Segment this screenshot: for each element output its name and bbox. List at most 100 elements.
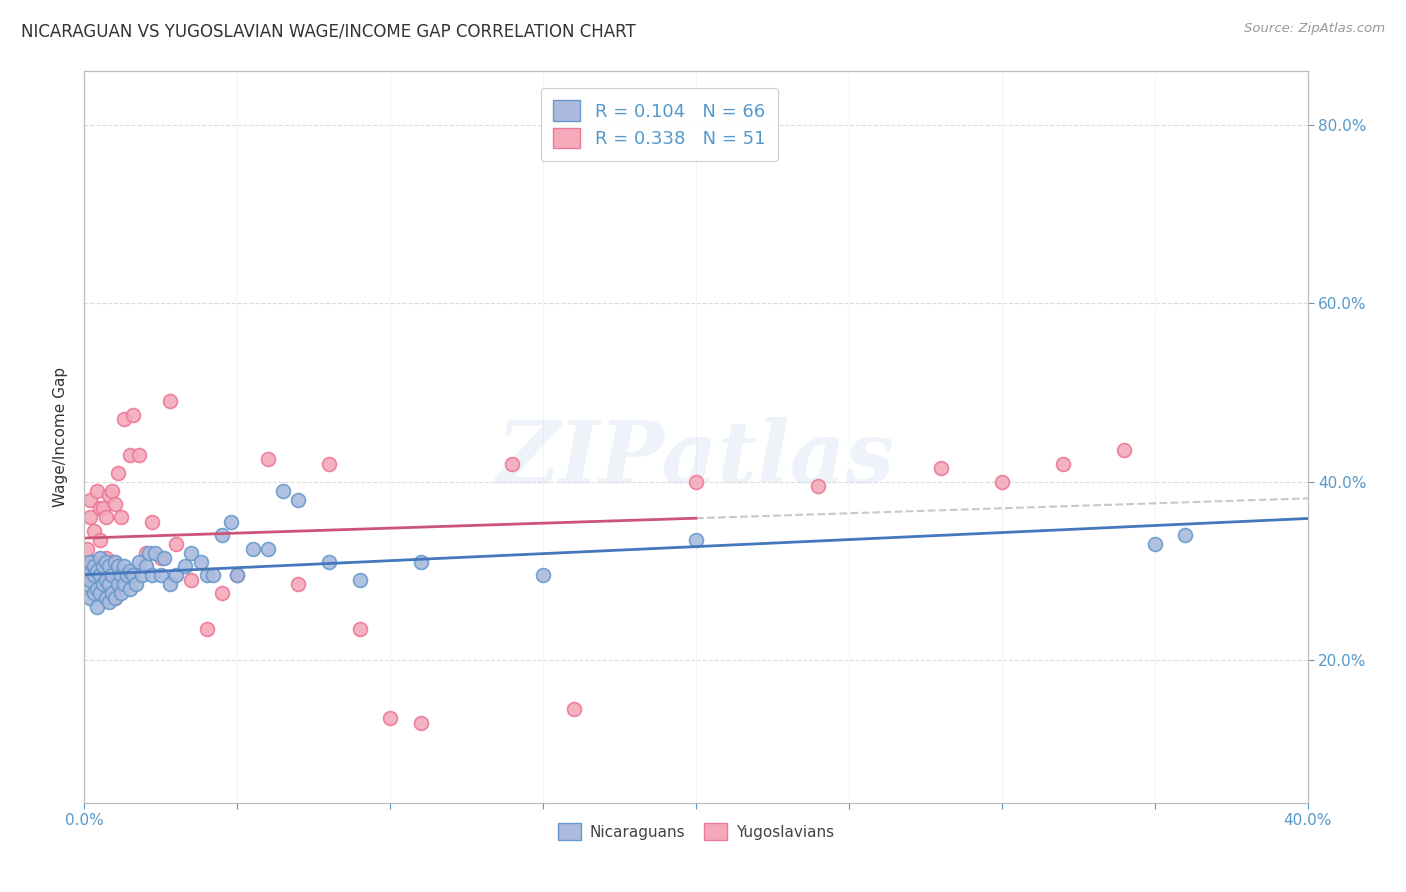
- Point: [128, 448, 150, 462]
- Text: Source: ZipAtlas.com: Source: ZipAtlas.com: [1244, 22, 1385, 36]
- Point: [115, 568, 138, 582]
- Point: [104, 555, 127, 569]
- Point: [562, 702, 585, 716]
- Point: [94, 591, 117, 605]
- Point: [120, 582, 142, 596]
- Point: [125, 577, 148, 591]
- Point: [97, 595, 120, 609]
- Point: [89, 568, 111, 582]
- Point: [101, 568, 124, 582]
- Point: [219, 515, 242, 529]
- Point: [138, 546, 160, 560]
- Point: [112, 577, 135, 591]
- Point: [97, 573, 120, 587]
- Point: [101, 555, 124, 569]
- Point: [83, 586, 105, 600]
- Point: [91, 573, 114, 587]
- Point: [83, 559, 105, 574]
- Y-axis label: Wage/Income Gap: Wage/Income Gap: [53, 367, 69, 508]
- Point: [120, 448, 142, 462]
- Point: [79, 555, 101, 569]
- Text: ZIPatlas: ZIPatlas: [496, 417, 896, 500]
- Point: [115, 568, 138, 582]
- Point: [110, 568, 132, 582]
- Point: [97, 577, 120, 591]
- Point: [76, 577, 98, 591]
- Point: [83, 568, 105, 582]
- Point: [226, 568, 249, 582]
- Point: [180, 546, 202, 560]
- Point: [94, 555, 117, 569]
- Point: [149, 550, 172, 565]
- Point: [174, 559, 197, 574]
- Point: [211, 528, 233, 542]
- Point: [257, 541, 280, 556]
- Point: [271, 483, 294, 498]
- Point: [79, 573, 101, 587]
- Point: [83, 524, 105, 538]
- Point: [135, 559, 157, 574]
- Point: [380, 711, 402, 725]
- Point: [143, 546, 166, 560]
- Point: [131, 568, 153, 582]
- Point: [1174, 528, 1197, 542]
- Point: [149, 568, 172, 582]
- Point: [165, 537, 187, 551]
- Point: [104, 497, 127, 511]
- Point: [349, 573, 371, 587]
- Point: [86, 559, 108, 574]
- Point: [86, 564, 108, 578]
- Point: [91, 559, 114, 574]
- Point: [153, 550, 176, 565]
- Point: [141, 568, 163, 582]
- Point: [89, 533, 111, 547]
- Point: [257, 452, 280, 467]
- Point: [991, 475, 1014, 489]
- Point: [112, 559, 135, 574]
- Point: [685, 475, 707, 489]
- Point: [128, 555, 150, 569]
- Point: [110, 586, 132, 600]
- Point: [76, 541, 98, 556]
- Point: [112, 412, 135, 426]
- Point: [159, 577, 181, 591]
- Legend: Nicaraguans, Yugoslavians: Nicaraguans, Yugoslavians: [551, 816, 841, 847]
- Point: [91, 577, 114, 591]
- Point: [1052, 457, 1074, 471]
- Point: [86, 582, 108, 596]
- Point: [159, 394, 181, 409]
- Point: [165, 568, 187, 582]
- Point: [86, 599, 108, 614]
- Point: [89, 501, 111, 516]
- Point: [104, 591, 127, 605]
- Point: [201, 568, 224, 582]
- Point: [929, 461, 952, 475]
- Point: [141, 515, 163, 529]
- Point: [242, 541, 264, 556]
- Point: [409, 555, 432, 569]
- Point: [180, 573, 202, 587]
- Point: [287, 492, 309, 507]
- Point: [409, 715, 432, 730]
- Point: [86, 483, 108, 498]
- Point: [104, 591, 127, 605]
- Point: [211, 586, 233, 600]
- Point: [79, 492, 101, 507]
- Point: [287, 577, 309, 591]
- Point: [318, 555, 340, 569]
- Point: [349, 622, 371, 636]
- Point: [79, 510, 101, 524]
- Point: [226, 568, 249, 582]
- Point: [135, 546, 157, 560]
- Point: [101, 483, 124, 498]
- Point: [1114, 443, 1136, 458]
- Text: NICARAGUAN VS YUGOSLAVIAN WAGE/INCOME GAP CORRELATION CHART: NICARAGUAN VS YUGOSLAVIAN WAGE/INCOME GA…: [21, 22, 636, 40]
- Point: [107, 466, 129, 480]
- Point: [76, 559, 98, 574]
- Point: [502, 457, 524, 471]
- Point: [79, 591, 101, 605]
- Point: [89, 550, 111, 565]
- Point: [107, 559, 129, 574]
- Point: [94, 510, 117, 524]
- Point: [89, 586, 111, 600]
